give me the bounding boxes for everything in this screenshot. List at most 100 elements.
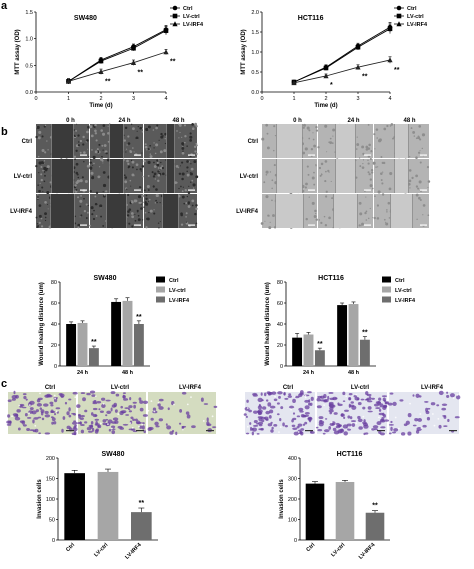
- stained-cell: [271, 391, 277, 395]
- cell-speck: [386, 211, 388, 213]
- cell-speck: [144, 201, 147, 204]
- membrane-pore: [202, 420, 205, 422]
- stained-cell: [288, 393, 292, 396]
- cell-speck: [308, 137, 311, 140]
- cell-speck: [98, 166, 101, 168]
- cell-speck: [183, 124, 187, 127]
- cell-speck: [380, 172, 383, 175]
- cell-speck: [82, 143, 85, 146]
- cell-speck: [312, 138, 315, 141]
- stained-cell: [133, 404, 136, 409]
- stained-cell: [253, 419, 258, 424]
- stained-cell: [378, 408, 382, 412]
- cell-speck: [139, 201, 142, 204]
- cell-speck: [99, 175, 101, 177]
- cell-speck: [182, 150, 184, 152]
- cell-speck: [127, 162, 130, 165]
- stained-cell: [84, 421, 88, 424]
- cell-speck: [182, 186, 184, 188]
- stained-cell: [252, 394, 258, 397]
- stained-cell: [257, 405, 263, 410]
- cell-speck: [38, 214, 42, 218]
- stained-cell: [87, 430, 93, 433]
- cell-speck: [131, 166, 134, 169]
- stained-cell: [304, 411, 310, 415]
- x-tick-label: 48 h: [348, 370, 360, 376]
- stained-cell: [319, 419, 323, 422]
- cell-speck: [192, 187, 195, 189]
- stained-cell: [363, 432, 366, 436]
- cell-speck: [146, 217, 149, 220]
- cell-speck: [153, 165, 157, 168]
- stained-cell: [121, 410, 127, 414]
- stained-cell: [12, 413, 18, 417]
- stained-cell: [203, 403, 209, 405]
- stained-cell: [318, 416, 324, 420]
- cell-speck: [421, 133, 426, 137]
- membrane-pore: [34, 424, 37, 427]
- stained-cell: [328, 425, 332, 430]
- cell-speck: [130, 123, 133, 126]
- stained-cell: [68, 398, 72, 401]
- stained-cell: [292, 427, 298, 430]
- x-tick-label: 48 h: [122, 370, 134, 376]
- cell-speck: [191, 179, 194, 182]
- stained-cell: [383, 413, 386, 418]
- cell-speck: [369, 184, 373, 188]
- stained-cell: [105, 418, 109, 421]
- cell-speck: [195, 156, 197, 159]
- cell-speck: [324, 180, 327, 183]
- stained-cell: [128, 408, 131, 411]
- cell-speck: [42, 162, 45, 165]
- scale-bar: [134, 189, 141, 191]
- cell-speck: [135, 137, 138, 140]
- cell-speck: [178, 172, 182, 175]
- cell-speck: [154, 178, 157, 180]
- cell-speck: [306, 126, 310, 130]
- invasion-label: LV-IRF4: [179, 385, 202, 391]
- cell-speck: [182, 145, 184, 147]
- cell-speck: [79, 151, 82, 154]
- stained-cell: [110, 425, 116, 429]
- cell-speck: [89, 125, 93, 129]
- y-tick-label: 20: [51, 343, 57, 349]
- cell-speck: [44, 216, 47, 219]
- stained-cell: [139, 407, 144, 412]
- cell-speck: [422, 204, 426, 207]
- stained-cell: [354, 396, 360, 401]
- chart-title: HCT116: [298, 15, 324, 22]
- cell-speck: [77, 134, 80, 137]
- cell-speck: [186, 173, 190, 177]
- bar-Ctrl: [337, 305, 348, 366]
- stained-cell: [89, 390, 96, 394]
- membrane-pore: [94, 395, 97, 398]
- cell-speck: [383, 127, 387, 131]
- cell-speck: [409, 187, 411, 189]
- cell-speck: [145, 194, 148, 197]
- stained-cell: [268, 415, 272, 419]
- stained-cell: [307, 416, 313, 421]
- cell-speck: [38, 221, 41, 225]
- cell-speck: [164, 138, 166, 140]
- cell-speck: [408, 169, 412, 172]
- cell-speck: [195, 125, 198, 128]
- cell-speck: [90, 168, 92, 170]
- marker-square: [163, 28, 169, 33]
- membrane-pore: [409, 402, 411, 405]
- stained-cell: [298, 393, 303, 398]
- cell-speck: [305, 217, 308, 221]
- cell-speck: [106, 158, 110, 162]
- stained-cell: [98, 408, 101, 411]
- stained-cell: [50, 404, 54, 407]
- legend-label: LV-IRF4: [395, 298, 416, 304]
- stained-cell: [280, 406, 284, 410]
- cell-speck: [86, 130, 89, 134]
- stained-cell: [362, 421, 367, 425]
- cell-speck: [159, 169, 161, 171]
- cell-speck: [189, 132, 192, 135]
- chart-mtt-sw480: 0.0 0.5 1.0 1.5 MTT assay (OD) 0 1 2 3 4 Time (d) S…: [15, 5, 204, 109]
- stained-cell: [106, 410, 112, 414]
- cell-speck: [143, 189, 146, 192]
- stained-cell: [29, 407, 34, 411]
- invasion-label: LV-IRF4: [421, 385, 444, 391]
